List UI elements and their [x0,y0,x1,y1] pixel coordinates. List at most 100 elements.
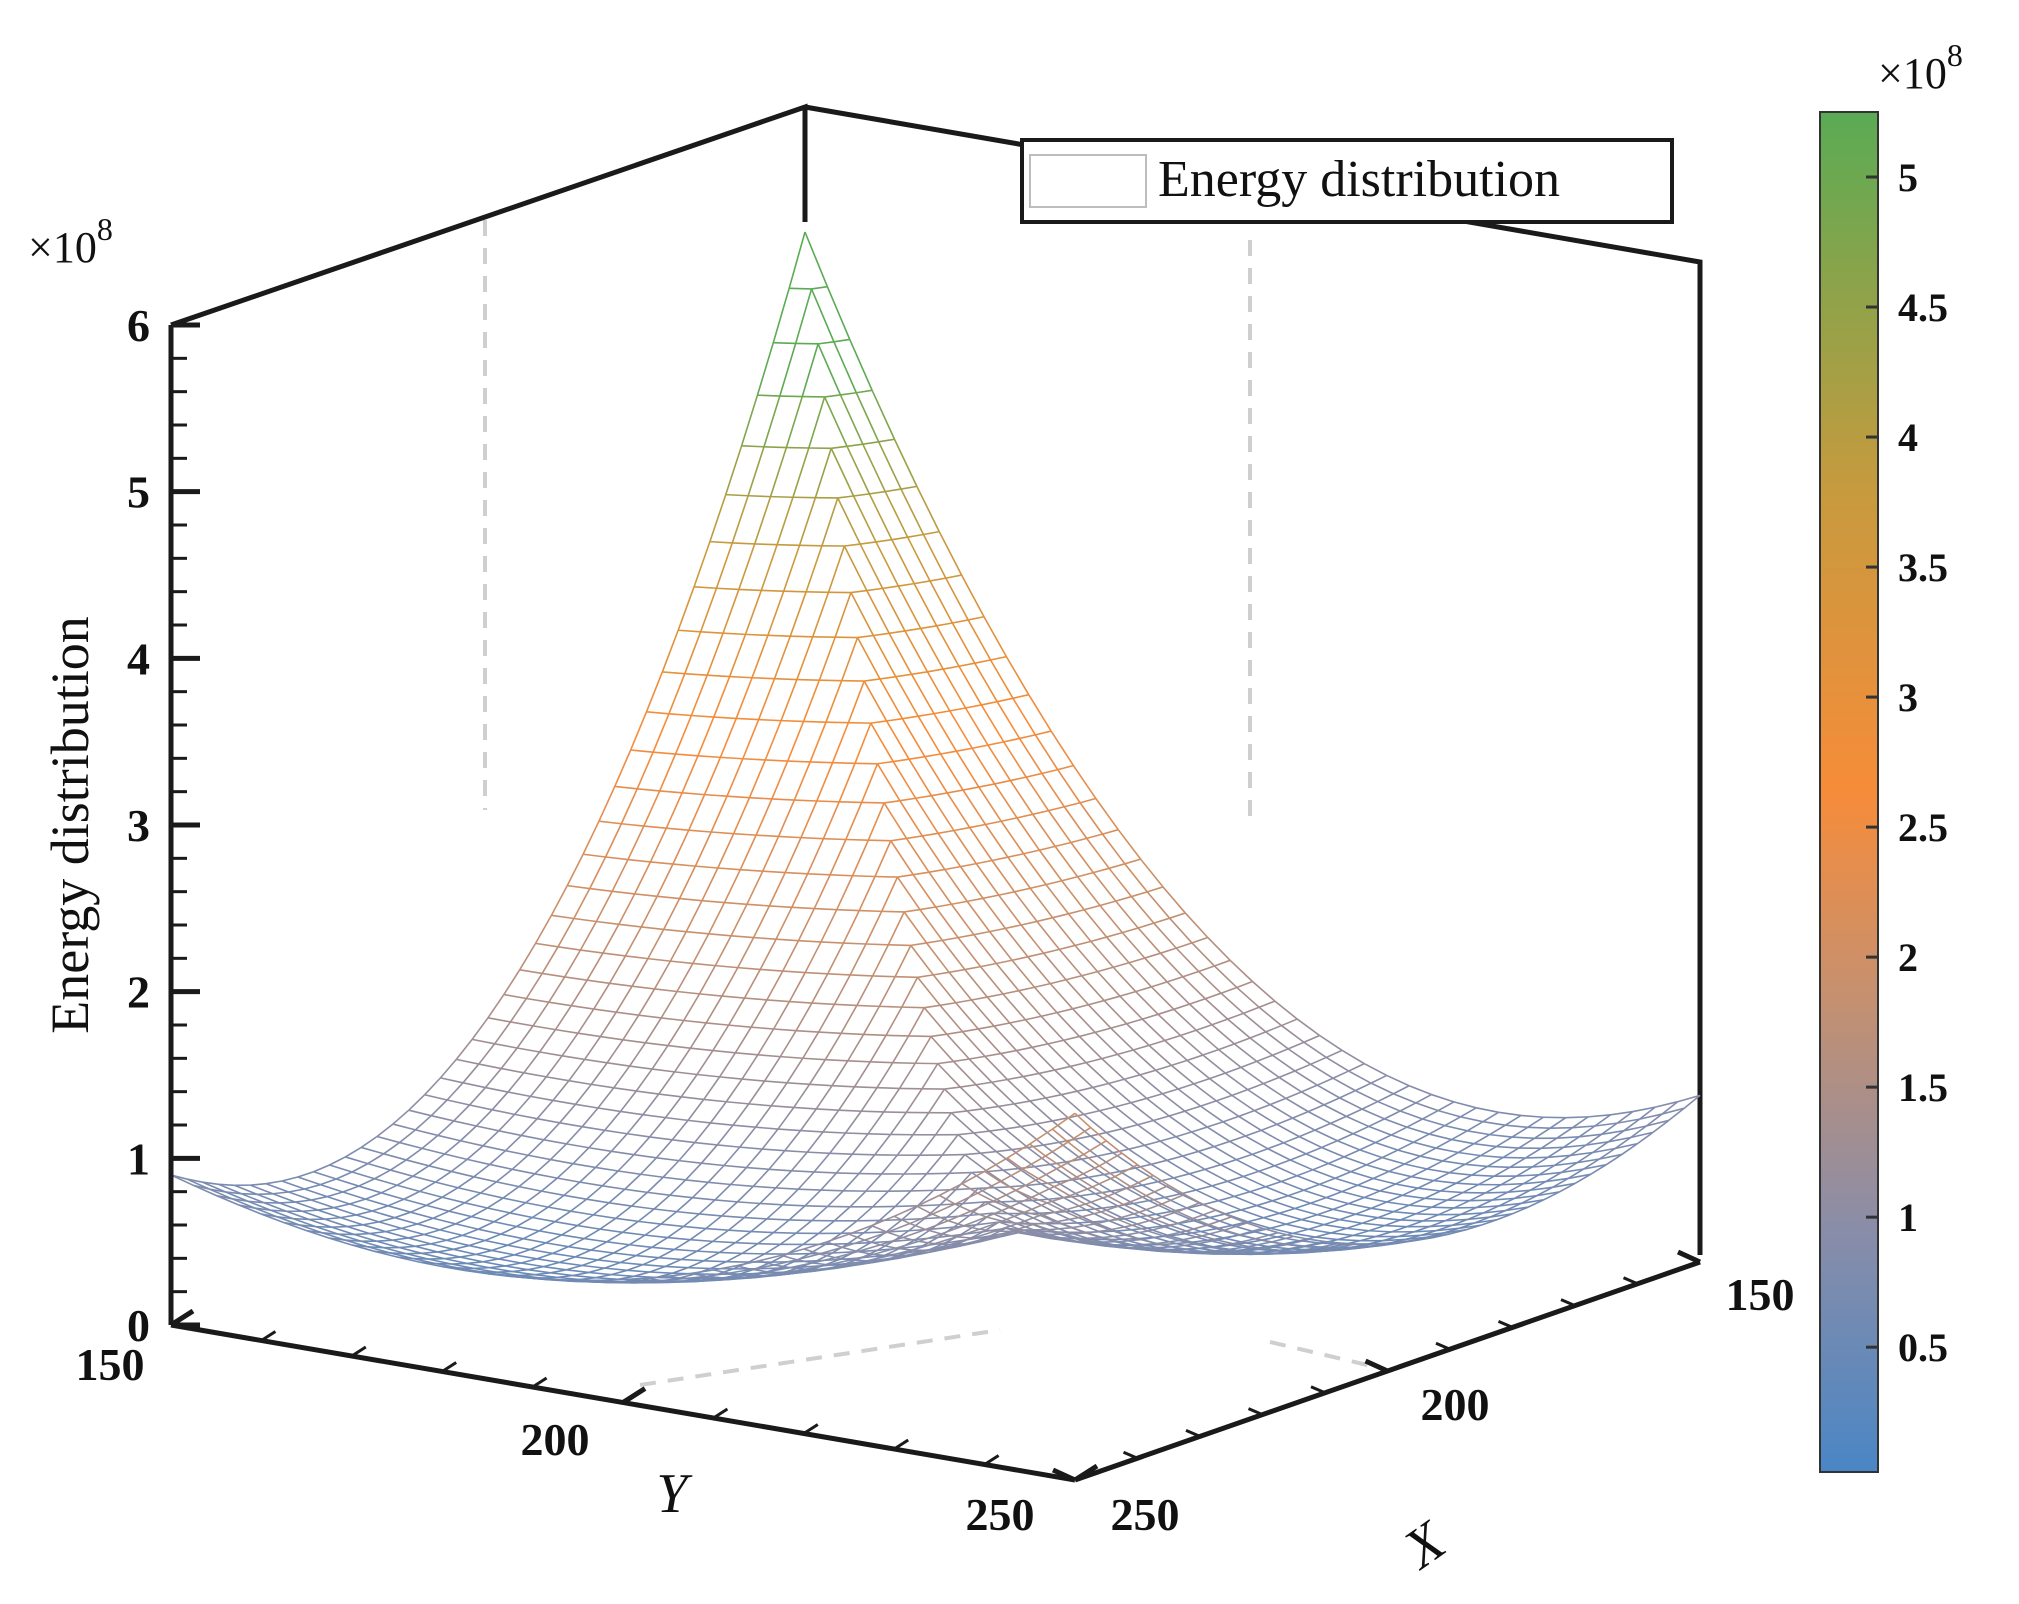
mesh-line [1576,1151,1594,1164]
mesh-line [1614,1142,1638,1150]
mesh-line [568,1245,592,1251]
mesh-line [1232,1237,1256,1245]
mesh-line [984,1052,1001,1058]
mesh-line [1255,1237,1272,1243]
mesh-line [987,741,1004,746]
mesh-line [1222,1115,1239,1123]
mesh-line [1010,1223,1034,1233]
mesh-line [1067,1117,1092,1137]
mesh-line [878,976,896,1007]
mesh-line [494,1042,518,1049]
mesh-line [985,820,1002,826]
mesh-line [1053,1185,1071,1197]
mesh-line [633,1271,650,1278]
mesh-line [1039,1214,1057,1223]
mesh-line [1189,1003,1213,1026]
mesh-line [741,1054,759,1080]
mesh-line [1233,1043,1258,1063]
mesh-line [1498,1111,1522,1117]
mesh-line [912,874,937,908]
mesh-line [256,1193,280,1204]
mesh-line [826,942,845,975]
mesh-line [938,531,963,576]
mesh-line [979,966,1004,995]
mesh-line [757,394,780,397]
mesh-line [1148,1039,1165,1047]
mesh-line [1264,1243,1288,1250]
mesh-line [620,1261,643,1266]
mesh-line [1256,1054,1273,1063]
mesh-line [853,1061,871,1088]
mesh-line [218,1183,235,1187]
mesh-line [1127,1246,1144,1251]
mesh-line [1601,1122,1618,1135]
x-minor-tick [1247,1407,1264,1416]
mesh-line [1036,1123,1060,1143]
mesh-line [1038,1177,1055,1188]
mesh-line [1346,1115,1370,1128]
mesh-line [1227,1018,1251,1039]
mesh-line [367,1162,391,1171]
mesh-line [546,1076,569,1082]
mesh-line [1078,1216,1095,1225]
mesh-line [738,588,762,592]
mesh-line [864,678,881,682]
mesh-line [1283,1135,1300,1144]
mesh-line [833,974,851,1005]
mesh-line [344,1239,368,1248]
mesh-line [923,1007,948,1035]
mesh-line [1230,1216,1248,1224]
mesh-line [836,1172,860,1175]
mesh-line [846,445,871,495]
mesh-line [604,823,623,858]
mesh-line [1380,1242,1397,1247]
mesh-line [804,1189,822,1207]
mesh-line [908,1217,926,1232]
mesh-line [734,1230,752,1244]
mesh-line [827,1190,844,1207]
mesh-line [955,750,980,788]
colorbar-tick-label: 4.5 [1898,285,1948,330]
mesh-line [851,1133,869,1155]
mesh-line [833,341,858,394]
mesh-line [1033,986,1058,1014]
mesh-line [793,761,811,801]
mesh-line [713,676,731,718]
mesh-line [911,670,928,676]
mesh-line [953,1214,971,1228]
mesh-line [775,938,799,942]
mesh-line [933,1188,956,1192]
mesh-line [647,929,665,959]
mesh-line [531,1206,549,1219]
mesh-line [1092,1086,1116,1108]
mesh-line [1343,1149,1361,1158]
mesh-line [1590,1163,1607,1176]
mesh-line [399,1141,423,1150]
mesh-line [1272,1194,1289,1202]
mesh-line [1195,1189,1219,1202]
mesh-line [752,1168,770,1187]
mesh-line [1139,1069,1156,1076]
mesh-line [577,1032,601,1038]
mesh-line [886,717,903,722]
mesh-line [677,586,695,631]
mesh-line [1263,1216,1287,1225]
mesh-line [1033,1223,1050,1231]
mesh-line [821,497,839,547]
mesh-line [682,792,705,796]
mesh-line [1503,1156,1526,1159]
mesh-line [1045,1097,1069,1119]
mesh-line [893,1205,918,1218]
mesh-line [1465,1224,1482,1231]
mesh-line [1102,1236,1119,1243]
mesh-line [723,869,741,903]
mesh-line [780,1254,798,1261]
mesh-line [1451,1218,1468,1227]
mesh-line [392,1239,416,1248]
mesh-line [548,976,566,1003]
mesh-line [706,632,724,676]
mesh-line [590,1062,608,1085]
mesh-line [1137,1164,1154,1177]
mesh-line [1220,992,1244,1014]
mesh-line [1426,1160,1444,1170]
